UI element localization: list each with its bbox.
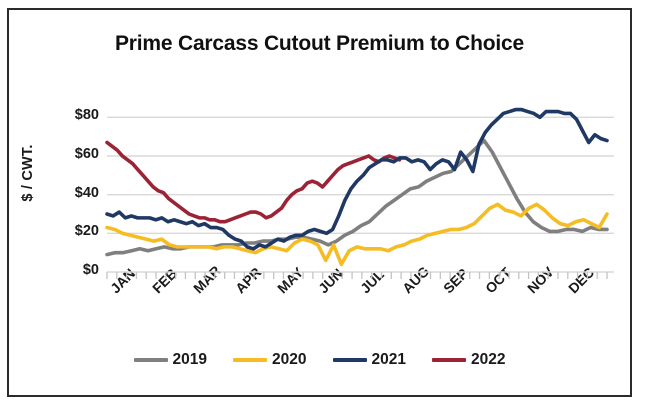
legend-swatch-icon bbox=[233, 358, 268, 362]
series-line-2022 bbox=[105, 140, 402, 224]
y-tick-label: $40 bbox=[74, 184, 99, 201]
legend-item-2022[interactable]: 2022 bbox=[431, 351, 506, 369]
y-tick-label: $20 bbox=[74, 223, 99, 240]
axis-tick-marks bbox=[106, 272, 608, 279]
chart-title: Prime Carcass Cutout Premium to Choice bbox=[114, 32, 524, 55]
legend-label: 2022 bbox=[470, 351, 506, 368]
series-line-2021 bbox=[105, 107, 609, 251]
legend-item-2019[interactable]: 2019 bbox=[133, 351, 208, 369]
legend-swatch-icon bbox=[133, 358, 168, 362]
chart-legend: 2019 2020 2021 2022 bbox=[9, 351, 630, 369]
data-series-lines bbox=[105, 107, 609, 267]
legend-swatch-icon bbox=[332, 358, 367, 362]
plot-area bbox=[105, 107, 614, 279]
legend-swatch-icon bbox=[431, 358, 466, 362]
legend-label: 2021 bbox=[371, 351, 406, 368]
y-tick-label: $0 bbox=[82, 262, 99, 278]
legend-label: 2020 bbox=[272, 351, 307, 368]
chart-container: Prime Carcass Cutout Premium to Choice $… bbox=[7, 8, 632, 397]
series-line-2020 bbox=[105, 202, 609, 267]
y-tick-label: $60 bbox=[74, 146, 99, 162]
gridlines bbox=[107, 116, 614, 273]
legend-item-2020[interactable]: 2020 bbox=[233, 351, 307, 369]
series-line-2019 bbox=[105, 138, 609, 257]
y-tick-label: $80 bbox=[74, 107, 99, 124]
legend-item-2021[interactable]: 2021 bbox=[332, 351, 406, 369]
legend-label: 2019 bbox=[172, 351, 208, 368]
